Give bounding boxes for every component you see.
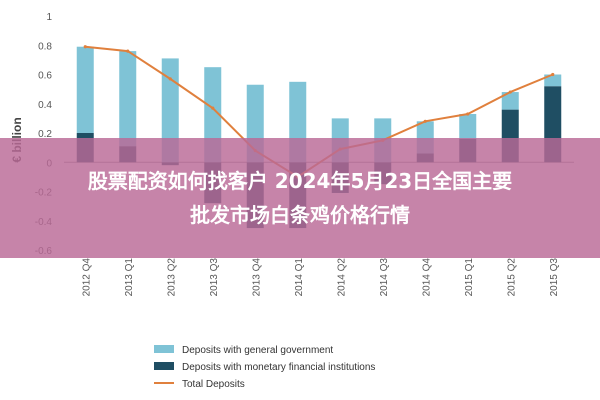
total-deposits-point [83,45,87,49]
y-tick-label: 0.2 [38,129,52,140]
x-tick-label: 2014 Q2 [336,258,347,297]
total-deposits-point [466,112,470,116]
x-tick-label: 2015 Q3 [549,258,560,297]
legend-label-mfi: Deposits with monetary financial institu… [182,362,375,373]
x-tick-label: 2013 Q3 [209,258,220,297]
total-deposits-point [551,72,555,77]
title-overlay-band: 股票配资如何找客户 2024年5月23日全国主要 批发市场白条鸡价格行情 [0,138,600,258]
total-deposits-point [168,77,172,81]
overlay-title-line-1: 股票配资如何找客户 2024年5月23日全国主要 [87,169,513,193]
x-tick-label: 2013 Q4 [251,258,262,297]
total-deposits-point [211,106,215,110]
y-tick-label: 0.4 [38,100,52,111]
legend-label-total: Total Deposits [182,379,245,390]
bar-general-government [501,92,519,110]
x-tick-label: 2014 Q4 [421,258,432,297]
total-deposits-point [126,49,130,53]
bar-general-government [459,113,477,139]
total-deposits-point [423,119,427,123]
bar-general-government [119,51,137,147]
overlay-title-line-2: 批发市场白条鸡价格行情 [190,203,410,227]
total-deposits-point [508,90,512,94]
x-tick-label: 2015 Q2 [506,258,517,297]
bar-general-government [161,58,179,163]
x-tick-label: 2013 Q1 [124,258,135,297]
legend: Deposits with general government Deposits… [154,345,375,390]
x-axis-ticks: 2012 Q4 2013 Q1 2013 Q2 2013 Q3 2013 Q4 2014 … [81,258,560,297]
x-tick-label: 2014 Q1 [294,258,305,297]
legend-swatch-mfi [154,362,174,370]
y-tick-label: 0.6 [38,71,52,82]
bar-general-government [76,46,94,133]
y-tick-label: 0.8 [38,41,52,52]
legend-label-general-government: Deposits with general government [182,345,333,356]
legend-swatch-general-government [154,345,174,353]
bar-general-government [544,74,562,87]
x-tick-label: 2015 Q1 [464,258,475,297]
x-tick-label: 2014 Q3 [379,258,390,297]
y-tick-label: 1 [46,12,52,23]
x-tick-label: 2012 Q4 [81,258,92,297]
x-tick-label: 2013 Q2 [166,258,177,297]
